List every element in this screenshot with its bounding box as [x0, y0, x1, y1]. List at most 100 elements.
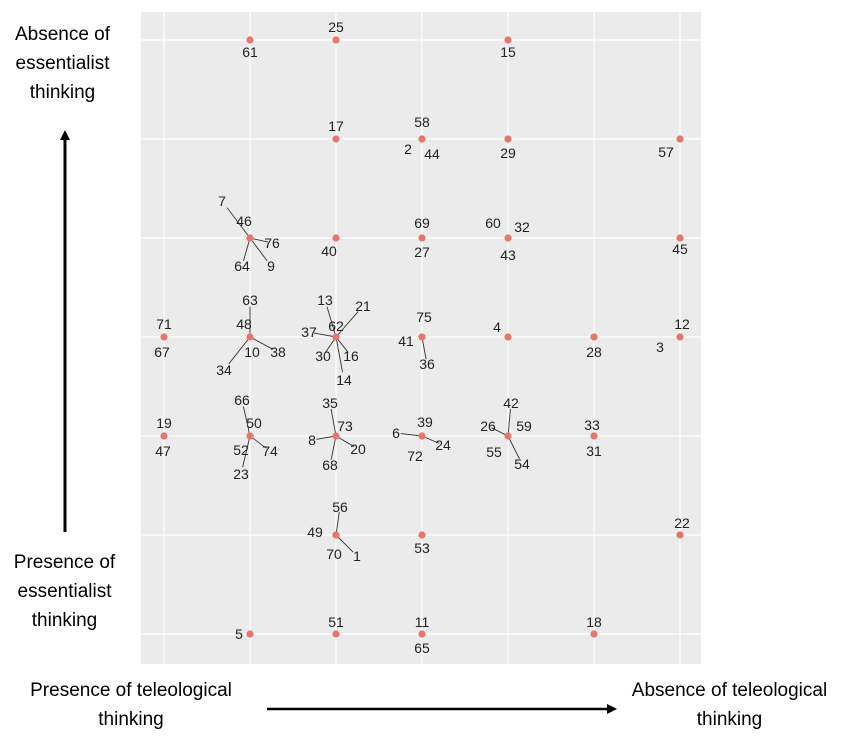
point-label: 27: [414, 244, 430, 260]
point-label: 10: [244, 344, 260, 360]
point-label: 53: [414, 540, 430, 556]
point-label: 41: [398, 333, 414, 349]
data-point: [246, 36, 254, 44]
point-label: 48: [236, 316, 252, 332]
point-label: 21: [355, 298, 371, 314]
x-right-line-2: thinking: [696, 709, 763, 730]
point-label: 18: [586, 614, 602, 630]
y-bottom-line-1: Presence of: [13, 552, 116, 573]
point-label: 1: [353, 548, 361, 564]
point-label: 63: [242, 292, 258, 308]
point-label: 68: [322, 457, 338, 473]
point-label: 17: [328, 118, 344, 134]
point-label: 35: [322, 395, 338, 411]
label-leader-line: [228, 336, 251, 365]
point-label: 49: [307, 524, 323, 540]
point-label: 20: [350, 441, 366, 457]
data-point: [332, 432, 340, 440]
point-label: 70: [326, 546, 342, 562]
point-label: 2: [404, 141, 412, 157]
point-label: 67: [154, 344, 170, 360]
y-bottom-line-2: essentialist: [17, 581, 112, 602]
point-label: 42: [503, 395, 519, 411]
point-label: 31: [586, 443, 602, 459]
point-label: 62: [328, 318, 344, 334]
data-point: [590, 630, 598, 638]
point-label: 64: [234, 258, 250, 274]
point-label: 55: [486, 444, 502, 460]
point-label: 15: [500, 44, 516, 60]
data-point: [246, 333, 254, 341]
point-label: 8: [308, 432, 316, 448]
point-label: 23: [233, 466, 249, 482]
point-label: 65: [414, 640, 430, 656]
point-label: 56: [332, 499, 348, 515]
point-label: 14: [336, 372, 352, 388]
point-label: 61: [242, 44, 258, 60]
label-leader-line: [330, 435, 337, 460]
data-point: [676, 531, 684, 539]
point-label: 54: [514, 456, 530, 472]
x-right-line-1: Absence of teleological: [631, 680, 828, 701]
point-label: 60: [485, 215, 501, 231]
point-label: 43: [500, 247, 516, 263]
x-left-line-1: Presence of teleological: [30, 680, 232, 701]
label-leader-line: [335, 511, 340, 536]
label-leader-line: [243, 237, 251, 262]
label-leader-line: [421, 336, 427, 360]
label-leader-line: [507, 408, 511, 437]
point-label: 71: [156, 316, 172, 332]
point-label: 36: [419, 356, 435, 372]
point-label: 22: [674, 515, 690, 531]
data-point: [590, 333, 598, 341]
label-leader-line: [330, 408, 337, 437]
point-label: 5: [235, 626, 243, 642]
point-label: 50: [246, 415, 262, 431]
point-label: 38: [270, 344, 286, 360]
data-point: [332, 630, 340, 638]
point-label: 39: [417, 414, 433, 430]
data-point: [504, 135, 512, 143]
point-label: 66: [234, 392, 250, 408]
point-label: 73: [337, 418, 353, 434]
point-label: 16: [343, 348, 359, 364]
point-label: 46: [236, 213, 252, 229]
label-leader-line: [249, 237, 268, 262]
data-point: [418, 432, 426, 440]
point-label: 52: [233, 442, 249, 458]
y-axis-bottom-label: Presence of essentialist thinking: [2, 548, 127, 635]
x-axis-right-label: Absence of teleological thinking: [612, 676, 847, 734]
data-point: [418, 630, 426, 638]
data-point: [160, 333, 168, 341]
y-axis-top-label: Absence of essentialist thinking: [0, 20, 125, 107]
point-label: 30: [315, 348, 331, 364]
data-point: [246, 630, 254, 638]
y-bottom-line-3: thinking: [31, 610, 98, 631]
point-label: 4: [493, 319, 501, 335]
data-point: [418, 333, 426, 341]
point-label: 40: [321, 243, 337, 259]
point-label: 3: [656, 339, 664, 355]
point-label: 24: [435, 437, 451, 453]
point-label: 11: [415, 614, 430, 630]
point-label: 44: [424, 146, 440, 162]
label-leader-line: [243, 406, 251, 437]
label-leader-line: [242, 435, 251, 468]
point-label: 25: [328, 19, 344, 35]
data-point: [504, 36, 512, 44]
point-label: 7: [218, 193, 226, 209]
data-point: [332, 333, 340, 341]
label-leader-line: [335, 311, 359, 338]
label-leader-line: [313, 332, 337, 338]
data-point: [246, 234, 254, 242]
data-point: [504, 333, 512, 341]
data-point: [676, 234, 684, 242]
point-label: 33: [584, 417, 600, 433]
data-point: [246, 432, 254, 440]
data-point: [676, 135, 684, 143]
point-label: 75: [416, 309, 432, 325]
data-point: [504, 432, 512, 440]
label-leader-line: [335, 534, 354, 553]
point-label: 69: [414, 215, 430, 231]
